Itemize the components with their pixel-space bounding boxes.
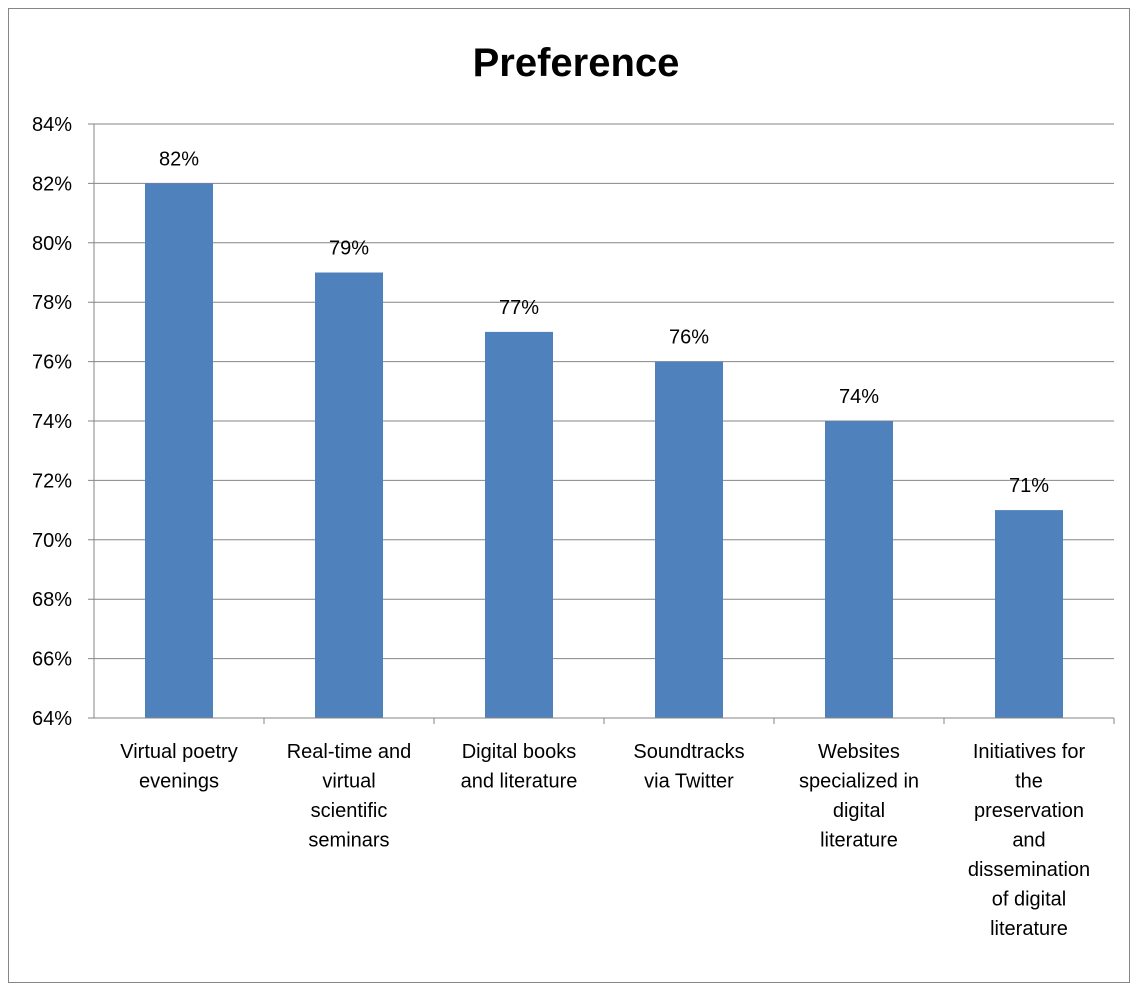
data-label: 71% bbox=[1009, 475, 1049, 497]
data-label: 74% bbox=[839, 386, 879, 408]
y-tick-label: 82% bbox=[32, 173, 72, 195]
y-tick-label: 76% bbox=[32, 352, 72, 374]
gridlines bbox=[88, 123, 1114, 719]
y-tick-label: 66% bbox=[32, 649, 72, 671]
y-tick-label: 78% bbox=[32, 292, 72, 314]
y-tick-label: 72% bbox=[32, 470, 72, 492]
chart-title: Preference bbox=[473, 41, 680, 85]
bar bbox=[315, 272, 383, 718]
y-tick-label: 84% bbox=[32, 114, 72, 136]
x-axis: Virtual poetry evenings Real-time and virtu… bbox=[94, 717, 1115, 940]
y-tick-label: 70% bbox=[32, 530, 72, 552]
bar bbox=[995, 510, 1063, 718]
category-label: Digital books and literature bbox=[461, 741, 578, 793]
y-tick-label: 74% bbox=[32, 411, 72, 433]
category-label: Websites specialized in digital literature bbox=[799, 741, 919, 852]
category-label: Soundtracks via Twitter bbox=[633, 741, 744, 793]
y-tick-label: 64% bbox=[32, 708, 72, 730]
bar bbox=[825, 421, 893, 718]
bar bbox=[655, 361, 723, 718]
category-label: Real-time and virtual scientific seminars bbox=[287, 741, 412, 852]
bar bbox=[485, 331, 553, 718]
data-label: 79% bbox=[329, 238, 369, 260]
bars bbox=[145, 183, 1063, 718]
data-label: 76% bbox=[669, 327, 709, 349]
category-label: Virtual poetry evenings bbox=[120, 741, 237, 793]
y-axis: 64% 66% 68% 70% 72% 74% 76% 78% 80% 82% 84% bbox=[32, 114, 95, 730]
y-tick-label: 80% bbox=[32, 233, 72, 255]
category-label: Initiatives for the preservation and dissemi… bbox=[968, 741, 1090, 940]
data-label: 82% bbox=[159, 148, 199, 170]
y-tick-label: 68% bbox=[32, 589, 72, 611]
bar bbox=[145, 183, 213, 718]
data-label: 77% bbox=[499, 297, 539, 319]
data-labels: 82% 79% 77% 76% 74% 71% bbox=[159, 148, 1049, 497]
